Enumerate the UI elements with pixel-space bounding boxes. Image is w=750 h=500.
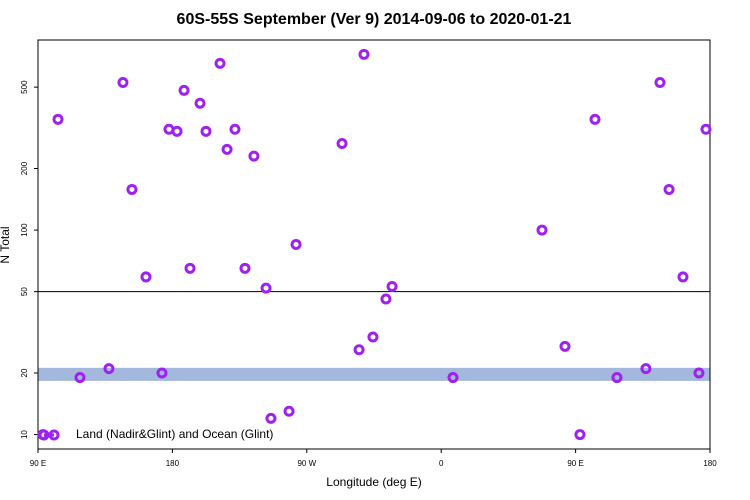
y-tick-label: 20 [20, 368, 29, 377]
data-point [693, 367, 705, 379]
x-tick-label: 90 W [297, 459, 316, 468]
data-point [156, 367, 168, 379]
data-point [367, 331, 379, 343]
data-point [171, 125, 183, 137]
data-point [260, 282, 272, 294]
plot-frame [37, 39, 711, 450]
data-point [74, 372, 86, 384]
x-tick-label: 90 E [567, 459, 583, 468]
data-point [178, 84, 190, 96]
y-tick-label: 10 [20, 430, 29, 439]
data-point [126, 183, 138, 195]
data-point [536, 224, 548, 236]
data-point [677, 271, 689, 283]
data-point [265, 412, 277, 424]
data-point [200, 125, 212, 137]
y-tick-label: 50 [20, 287, 29, 296]
x-tick-label: 90 E [30, 459, 46, 468]
legend-marker [48, 429, 60, 441]
data-point [574, 429, 586, 441]
data-point [589, 113, 601, 125]
legend-label: Land (Nadir&Glint) and Ocean (Glint) [76, 427, 273, 441]
data-point [386, 280, 398, 292]
data-point [214, 57, 226, 69]
data-point [654, 76, 666, 88]
data-point [194, 97, 206, 109]
data-point [221, 143, 233, 155]
chart-title: 60S-55S September (Ver 9) 2014-09-06 to … [177, 11, 572, 28]
data-point [52, 113, 64, 125]
data-point [229, 123, 241, 135]
data-point [283, 405, 295, 417]
data-point [559, 340, 571, 352]
y-axis-label: N Total [0, 226, 12, 263]
y-tick-label: 200 [20, 161, 29, 175]
data-point [663, 183, 675, 195]
data-point [140, 271, 152, 283]
y-tick-label: 100 [20, 223, 29, 237]
x-tick-label: 0 [439, 459, 444, 468]
data-point [358, 48, 370, 60]
reference-band [38, 367, 710, 381]
data-point [640, 363, 652, 375]
data-point [103, 363, 115, 375]
x-tick-label: 180 [166, 459, 180, 468]
y-tick-label: 500 [20, 80, 29, 94]
data-point [353, 344, 365, 356]
data-point [700, 123, 712, 135]
data-point [380, 293, 392, 305]
data-point [611, 372, 623, 384]
data-point [248, 150, 260, 162]
legend-marker [38, 429, 50, 441]
data-point [447, 372, 459, 384]
x-axis-label: Longitude (deg E) [326, 475, 421, 489]
data-point [117, 76, 129, 88]
data-point [239, 262, 251, 274]
data-point [184, 262, 196, 274]
x-tick-label: 180 [703, 459, 717, 468]
data-point [336, 138, 348, 150]
data-point [290, 239, 302, 250]
